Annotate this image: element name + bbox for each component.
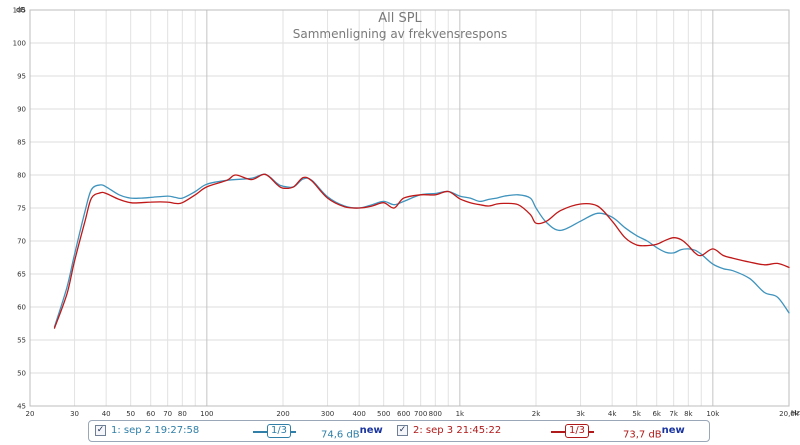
- x-tick-label: 20: [26, 410, 35, 418]
- x-axis-tick-labels: 20 30 40 50 60 70 80 100 200 300 400 500 600 700 800 1k…: [26, 410, 800, 418]
- y-tick-label: 45: [17, 403, 26, 411]
- legend-label-2: 2: sep 3 21:45:22: [413, 425, 502, 436]
- y-tick-label: 85: [17, 139, 26, 147]
- series-lines: [53, 173, 790, 329]
- legend-value-text-1: 74,6 dB: [321, 429, 360, 441]
- legend-line-swatch-2: [551, 431, 565, 433]
- legend-value-1: 74,6 dBnew: [321, 425, 383, 440]
- x-tick-label: 600: [397, 410, 410, 418]
- y-unit-label: dB: [16, 6, 25, 14]
- x-tick-label: 200: [276, 410, 289, 418]
- chart-title: All SPL: [378, 11, 422, 26]
- legend-line-swatch-2b: [589, 431, 594, 433]
- legend-item-1[interactable]: ✓ 1: sep 2 19:27:58 1/3 74,6 dBnew: [95, 424, 395, 440]
- y-tick-label: 60: [17, 304, 26, 312]
- legend-line-swatch-1b: [291, 431, 296, 433]
- series-line-2: [53, 173, 790, 329]
- y-tick-label: 80: [17, 172, 26, 180]
- x-tick-label: 50: [126, 410, 135, 418]
- y-tick-label: 95: [17, 73, 26, 81]
- x-tick-label: 20,0k: [779, 410, 800, 418]
- x-tick-label: 500: [377, 410, 390, 418]
- y-tick-label: 75: [17, 205, 26, 213]
- plot-frame: [29, 9, 790, 407]
- x-tick-label: 2k: [532, 410, 541, 418]
- y-tick-label: 50: [17, 370, 26, 378]
- x-tick-label: 7k: [669, 410, 678, 418]
- x-tick-label: 60: [146, 410, 155, 418]
- y-tick-label: 90: [17, 106, 26, 114]
- x-tick-label: 40: [102, 410, 111, 418]
- legend-new-badge-1: new: [359, 425, 383, 436]
- x-tick-label: 700: [414, 410, 427, 418]
- x-unit-label: Hz: [791, 409, 800, 417]
- y-tick-label: 65: [17, 271, 26, 279]
- legend-item-2[interactable]: ✓ 2: sep 3 21:45:22 1/3 73,7 dBnew: [397, 424, 697, 440]
- x-tick-label: 30: [70, 410, 79, 418]
- x-tick-label: 300: [321, 410, 334, 418]
- legend-value-2: 73,7 dBnew: [623, 425, 685, 440]
- legend-checkbox-1[interactable]: ✓: [95, 425, 106, 436]
- x-tick-label: 800: [429, 410, 442, 418]
- grid: [29, 9, 790, 407]
- x-tick-label: 70: [163, 410, 172, 418]
- x-tick-label: 1k: [456, 410, 465, 418]
- legend-value-text-2: 73,7 dB: [623, 429, 662, 441]
- series-line-1: [53, 173, 790, 328]
- legend-label-1: 1: sep 2 19:27:58: [111, 425, 200, 436]
- chart-subtitle: Sammenligning av frekvensrespons: [293, 27, 508, 41]
- x-tick-label: 100: [200, 410, 213, 418]
- y-tick-label: 100: [13, 40, 26, 48]
- x-tick-label: 80: [178, 410, 187, 418]
- y-axis-tick-labels: 45 50 55 60 65 70 75 80 85 90 95 100 105: [13, 7, 26, 411]
- y-tick-label: 55: [17, 337, 26, 345]
- x-tick-label: 8k: [684, 410, 693, 418]
- smoothing-button-1[interactable]: 1/3: [267, 424, 291, 438]
- y-tick-label: 105: [13, 7, 26, 15]
- legend-line-swatch-1: [253, 431, 267, 433]
- smoothing-button-2[interactable]: 1/3: [565, 424, 589, 438]
- x-tick-label: 3k: [576, 410, 585, 418]
- x-tick-label: 5k: [632, 410, 641, 418]
- x-tick-label: 6k: [652, 410, 661, 418]
- legend-bar: ✓ 1: sep 2 19:27:58 1/3 74,6 dBnew ✓ 2: …: [88, 420, 710, 442]
- legend-new-badge-2: new: [661, 425, 685, 436]
- x-tick-label: 4k: [608, 410, 617, 418]
- legend-checkbox-2[interactable]: ✓: [397, 425, 408, 436]
- x-tick-label: 400: [352, 410, 365, 418]
- y-tick-label: 70: [17, 238, 26, 246]
- x-tick-label: 10k: [706, 410, 720, 418]
